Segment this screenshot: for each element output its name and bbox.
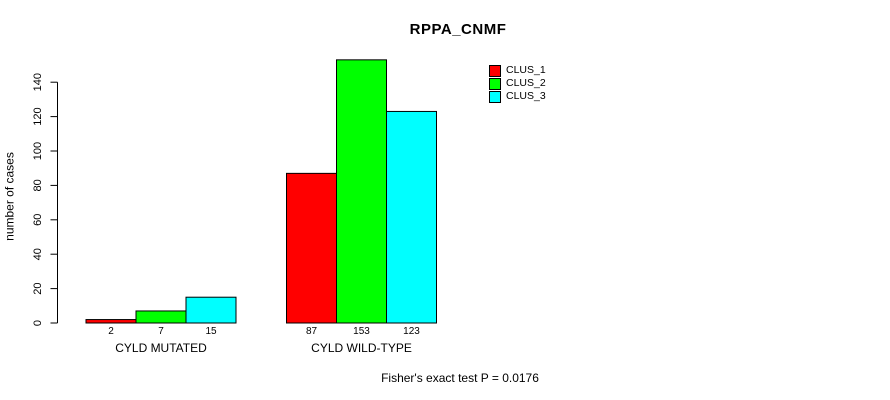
bar-clus_1-cyld-wild-type: [286, 172, 337, 324]
bar-clus_2-cyld-mutated: [135, 310, 187, 324]
bar-clus_1-cyld-mutated: [85, 319, 137, 324]
bar-value-label: 7: [158, 326, 164, 337]
legend-swatch-clus_1: [489, 64, 501, 77]
y-tick-label: 80: [32, 179, 44, 191]
bar-clus_3-cyld-mutated: [185, 296, 237, 324]
y-tick-label: 140: [32, 73, 44, 91]
y-axis-title: number of cases: [2, 152, 17, 241]
chart-title: RPPA_CNMF: [409, 21, 507, 38]
x-category-label: CYLD WILD-TYPE: [311, 341, 412, 355]
legend-item: CLUS_3: [489, 90, 546, 103]
legend: CLUS_1 CLUS_2 CLUS_3: [489, 64, 546, 104]
bar-value-label: 153: [353, 326, 370, 337]
y-tick-label: 0: [32, 320, 44, 326]
legend-item: CLUS_2: [489, 77, 546, 90]
legend-item: CLUS_1: [489, 64, 546, 77]
bar-value-label: 123: [403, 326, 420, 337]
x-category-label: CYLD MUTATED: [115, 341, 207, 355]
legend-swatch-clus_2: [489, 77, 501, 90]
y-tick-label: 40: [32, 248, 44, 260]
y-tick-label: 120: [32, 107, 44, 125]
legend-label: CLUS_2: [506, 77, 546, 89]
y-tick-label: 60: [32, 214, 44, 226]
bar-value-label: 2: [108, 326, 114, 337]
legend-label: CLUS_1: [506, 64, 546, 76]
legend-label: CLUS_3: [506, 90, 546, 102]
legend-swatch-clus_3: [489, 90, 501, 103]
bar-clus_2-cyld-wild-type: [336, 59, 387, 324]
bar-clus_3-cyld-wild-type: [386, 110, 437, 324]
y-tick-label: 20: [32, 282, 44, 294]
y-tick-label: 100: [32, 142, 44, 160]
bar-value-label: 15: [205, 326, 217, 337]
bar-value-label: 87: [306, 326, 318, 337]
fisher-test-annotation: Fisher's exact test P = 0.0176: [381, 371, 539, 385]
